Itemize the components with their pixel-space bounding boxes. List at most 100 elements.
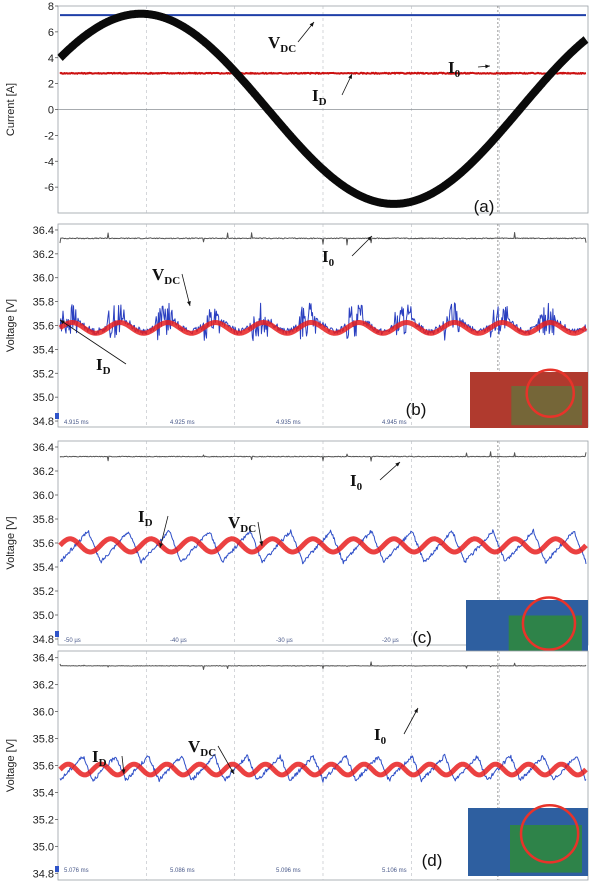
annotation-subscript: 0 bbox=[357, 481, 363, 493]
panel-d: 36.4 36.2 36.0 35.8 35.6 35.4 35.2 35.0 34.8 Volt… bbox=[5, 650, 589, 881]
y-tick-label: 0 bbox=[48, 105, 54, 117]
y-tick-label: 36.0 bbox=[33, 490, 54, 502]
annotation-arrow bbox=[403, 707, 419, 735]
x-tick-label: 4.935 ms bbox=[276, 420, 301, 426]
annotation-label: I0 bbox=[350, 471, 363, 493]
y-tick-label: 35.2 bbox=[33, 586, 54, 598]
x-tick-label: -30 µs bbox=[276, 638, 293, 644]
y-axis-label: Voltage [V] bbox=[5, 299, 17, 352]
series-line-0 bbox=[59, 451, 587, 462]
axis-marker bbox=[55, 866, 59, 872]
axis-marker bbox=[55, 413, 59, 419]
arrow-head bbox=[414, 708, 418, 713]
axis-marker bbox=[55, 631, 59, 637]
annotation-base: I bbox=[138, 507, 145, 526]
arrow-head bbox=[186, 301, 191, 306]
x-tick-label: 5.096 ms bbox=[276, 868, 301, 874]
y-tick-label: 8 bbox=[48, 1, 54, 13]
y-tick-label: 34.8 bbox=[33, 634, 54, 646]
annotation-subscript: D bbox=[319, 96, 327, 108]
annotation-base: V bbox=[188, 737, 201, 756]
annotation-subscript: DC bbox=[280, 43, 296, 55]
y-tick-label: 35.0 bbox=[33, 841, 54, 853]
y-axis-label: Voltage [V] bbox=[5, 516, 17, 569]
arrow-head bbox=[309, 22, 314, 27]
panel-label: (d) bbox=[422, 851, 443, 870]
y-tick-label: 36.4 bbox=[33, 442, 54, 454]
y-tick-label: 35.4 bbox=[33, 787, 54, 799]
series-line-1 bbox=[59, 71, 587, 75]
arrow-head bbox=[259, 541, 264, 546]
y-tick-label: 35.4 bbox=[33, 344, 54, 356]
photo-highlight-circle bbox=[521, 596, 577, 651]
y-tick-label: 35.4 bbox=[33, 562, 54, 574]
arrow-head bbox=[367, 236, 372, 241]
series-line-2 bbox=[58, 761, 588, 778]
panel-c: 36.4 36.2 36.0 35.8 35.6 35.4 35.2 35.0 34.8 Volt… bbox=[5, 440, 589, 662]
annotation-base: I bbox=[312, 86, 319, 105]
x-tick-label: -50 µs bbox=[64, 638, 81, 644]
annotation-base: I bbox=[374, 725, 381, 744]
annotation-label: ID bbox=[92, 747, 107, 769]
y-axis-label: Current [A] bbox=[5, 83, 17, 136]
annotation-base: V bbox=[228, 513, 241, 532]
x-tick-label: 5.086 ms bbox=[170, 868, 195, 874]
y-tick-label: 35.0 bbox=[33, 610, 54, 622]
arrow-head bbox=[395, 462, 400, 467]
annotation-subscript: DC bbox=[240, 523, 256, 535]
panel-label: (c) bbox=[412, 628, 432, 647]
arrow-head bbox=[121, 769, 126, 774]
arrow-head bbox=[159, 543, 164, 548]
arrow-head bbox=[230, 769, 234, 774]
series-line-1 bbox=[59, 528, 587, 565]
y-tick-label: 2 bbox=[48, 79, 54, 91]
annotation-arrow bbox=[351, 235, 373, 257]
arrow-head bbox=[485, 64, 490, 69]
annotation-subscript: 0 bbox=[381, 735, 387, 747]
y-tick-label: 35.8 bbox=[33, 514, 54, 526]
annotation-base: I bbox=[350, 471, 357, 490]
annotation-label: VDC bbox=[228, 513, 256, 535]
y-tick-label: 35.6 bbox=[33, 538, 54, 550]
annotation-base: I bbox=[96, 355, 103, 374]
series-line-0 bbox=[59, 661, 587, 670]
panel-label: (a) bbox=[474, 197, 495, 216]
y-tick-label: 36.4 bbox=[33, 653, 54, 665]
x-tick-label: 4.925 ms bbox=[170, 420, 195, 426]
series-line-0 bbox=[59, 232, 587, 246]
annotation-arrow bbox=[217, 745, 235, 775]
x-tick-label: 5.076 ms bbox=[64, 868, 89, 874]
y-tick-label: -4 bbox=[44, 156, 54, 168]
annotation-base: V bbox=[152, 265, 165, 284]
annotation-arrow bbox=[181, 273, 191, 307]
y-tick-label: 36.0 bbox=[33, 273, 54, 285]
annotation-label: I0 bbox=[322, 247, 335, 269]
y-axis-label: Voltage [V] bbox=[5, 739, 17, 792]
annotation-label: VDC bbox=[268, 33, 296, 55]
y-tick-label: 36.2 bbox=[33, 249, 54, 261]
annotation-label: VDC bbox=[152, 265, 180, 287]
annotation-subscript: 0 bbox=[329, 257, 335, 269]
x-tick-label: 5.106 ms bbox=[382, 868, 407, 874]
y-tick-label: 35.2 bbox=[33, 814, 54, 826]
y-tick-label: 35.2 bbox=[33, 368, 54, 380]
y-tick-label: 34.8 bbox=[33, 868, 54, 880]
annotation-label: ID bbox=[138, 507, 153, 529]
annotation-subscript: D bbox=[99, 757, 107, 769]
y-tick-label: 35.6 bbox=[33, 761, 54, 773]
annotation-arrow bbox=[59, 319, 127, 365]
y-tick-label: 36.2 bbox=[33, 680, 54, 692]
annotation-label: ID bbox=[312, 86, 327, 108]
annotation-base: I bbox=[322, 247, 329, 266]
y-tick-label: 35.8 bbox=[33, 297, 54, 309]
series-line-2 bbox=[58, 320, 588, 336]
annotation-base: I bbox=[92, 747, 99, 766]
y-tick-label: -2 bbox=[44, 130, 54, 142]
y-tick-label: 36.0 bbox=[33, 707, 54, 719]
annotation-label: I0 bbox=[448, 58, 461, 80]
arrow-head bbox=[348, 74, 352, 79]
y-tick-label: 6 bbox=[48, 27, 54, 39]
y-tick-label: 36.2 bbox=[33, 466, 54, 478]
x-tick-label: 4.915 ms bbox=[64, 420, 89, 426]
